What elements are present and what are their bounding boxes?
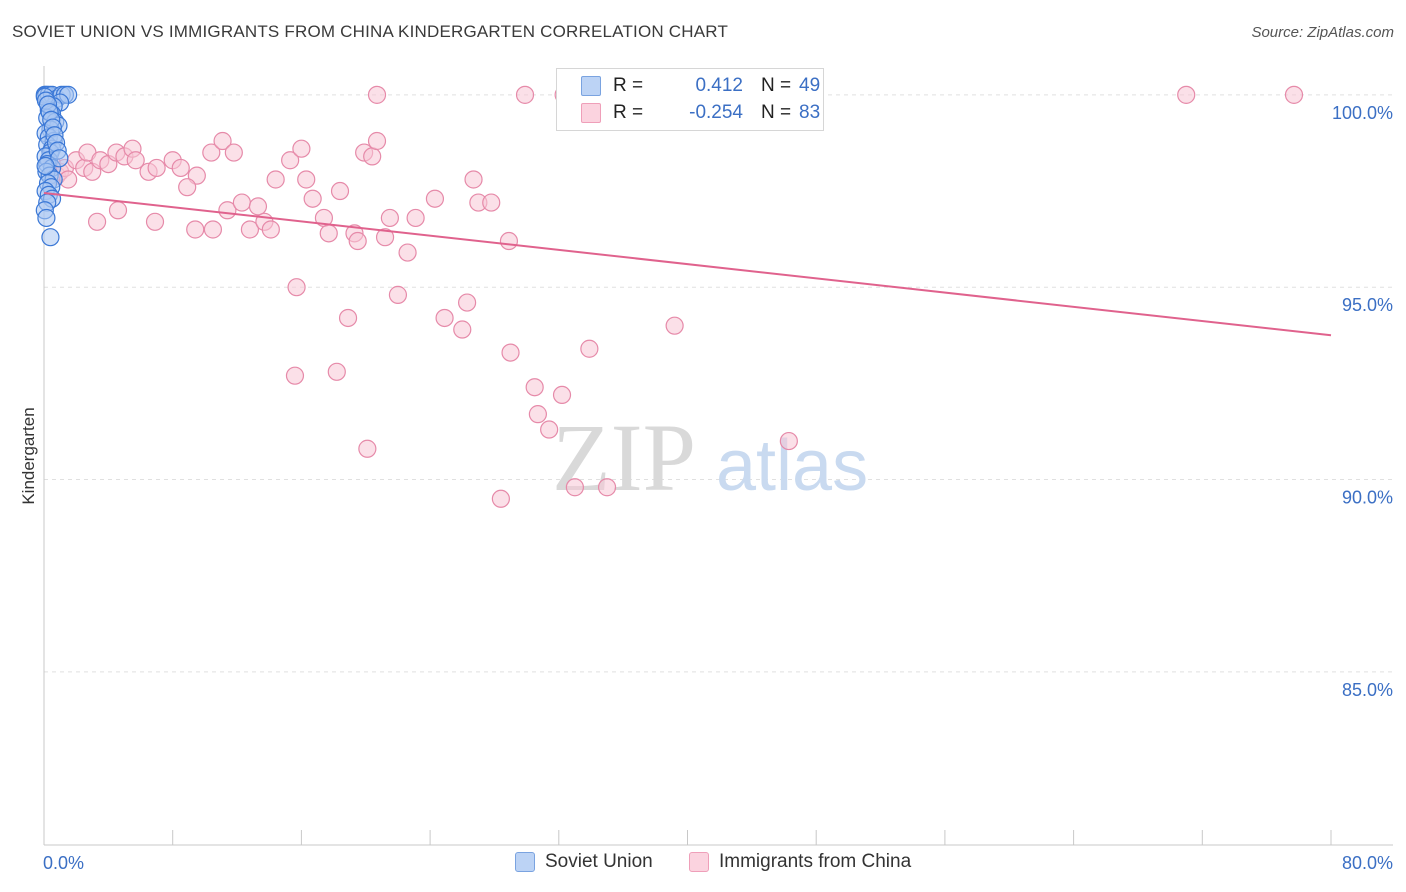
watermark: ZIP atlas [552,404,868,511]
data-point [285,366,305,385]
grid-lines [44,94,1393,673]
data-point [491,489,510,508]
data-point [145,212,165,231]
data-point [1177,85,1196,104]
source-label: Source: ZipAtlas.com [1251,24,1394,41]
data-point [261,220,280,239]
stats-box: R = 0.412 N = 49 R = -0.254 N = 83 [556,68,824,131]
data-point [363,147,382,166]
y-tick-labels: 85.0% 90.0% 95.0% 100.0% [1332,103,1393,700]
data-point [665,316,684,335]
y-tick-label: 90.0% [1342,488,1393,508]
data-point [425,189,445,208]
data-point [552,385,572,405]
data-point [398,243,417,262]
data-point [1284,85,1304,104]
data-point [281,151,300,170]
data-point [213,131,232,151]
y-tick-label: 100.0% [1332,103,1393,123]
data-point [348,231,367,251]
legend-soviet[interactable]: Soviet Union [515,851,653,873]
data-point [435,308,454,328]
data-point [87,212,107,231]
n-value: 83 [799,102,821,123]
data-point [358,439,377,458]
r-value: 0.412 [695,75,743,96]
data-point [515,85,535,104]
data-point [303,189,322,208]
n-value: 49 [799,75,821,96]
data-point [266,170,285,189]
data-point [327,362,346,381]
x-tick-label: 0.0% [43,853,84,873]
data-point [338,308,358,328]
data-point [528,405,547,424]
data-point [202,143,221,162]
r-label: R = [613,75,644,96]
data-point [319,224,338,243]
x-tick-labels: 0.0% 80.0% [43,853,1393,873]
r-value: -0.254 [689,102,743,123]
data-point [240,220,260,239]
x-tick-label: 80.0% [1342,853,1393,873]
y-tick-label: 95.0% [1342,295,1393,315]
soviet-swatch-icon [581,76,601,96]
data-point [540,420,559,439]
data-point [232,193,251,212]
data-point [375,228,395,247]
data-point [287,278,306,297]
series-china-points [39,85,1304,508]
series-soviet-points [35,85,78,247]
data-point [597,478,617,497]
data-point [565,478,584,497]
data-point [178,178,197,197]
trend-lines [43,191,1332,337]
data-point [406,208,425,228]
data-point [367,85,387,104]
data-point [108,201,128,220]
data-point [36,156,55,176]
data-point [367,131,387,151]
data-point [248,197,268,216]
data-point [224,143,243,162]
n-label: N = [761,102,792,123]
n-label: N = [761,75,792,96]
data-point [501,343,520,362]
data-point [482,193,501,212]
data-point [171,158,190,178]
legend-china-label: Immigrants from China [719,851,912,872]
data-point [388,285,408,304]
data-point [37,208,56,228]
soviet-legend-icon [515,852,535,872]
data-point [297,170,316,189]
data-point [499,231,519,251]
data-point [203,220,223,239]
china-swatch-icon [581,103,601,123]
data-point [464,170,483,189]
trend-line [43,191,1332,337]
data-point [380,208,399,228]
data-point [41,228,60,247]
y-tick-label: 85.0% [1342,680,1393,700]
data-point [580,339,599,358]
data-point [525,378,544,397]
data-point [779,431,798,451]
legend-china[interactable]: Immigrants from China [689,851,911,873]
data-point [126,151,145,170]
data-point [147,158,166,178]
data-point [186,220,205,239]
y-axis-label: Kindergarten [19,407,38,504]
legend-soviet-label: Soviet Union [545,851,653,872]
data-point [50,149,69,168]
data-point [453,320,472,339]
data-point [330,181,350,201]
china-legend-icon [689,852,709,872]
data-point [292,139,311,158]
data-point [458,293,477,312]
r-label: R = [613,102,644,123]
chart-title: SOVIET UNION VS IMMIGRANTS FROM CHINA KI… [12,22,729,41]
